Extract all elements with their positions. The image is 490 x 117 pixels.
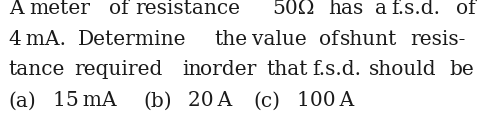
Text: Determine: Determine xyxy=(78,30,187,49)
Text: order: order xyxy=(200,60,256,79)
Text: meter: meter xyxy=(29,0,90,18)
Text: (b): (b) xyxy=(143,91,172,110)
Text: in: in xyxy=(182,60,201,79)
Text: that: that xyxy=(266,60,307,79)
Text: be: be xyxy=(449,60,474,79)
Text: resis-: resis- xyxy=(410,30,465,49)
Text: value: value xyxy=(252,30,307,49)
Text: f.s.d.: f.s.d. xyxy=(313,60,362,79)
Text: a: a xyxy=(375,0,387,18)
Text: (c): (c) xyxy=(254,91,281,110)
Text: tance: tance xyxy=(9,60,65,79)
Text: (a): (a) xyxy=(9,91,37,110)
Text: 4 mA.: 4 mA. xyxy=(9,30,66,49)
Text: 50Ω: 50Ω xyxy=(272,0,315,18)
Text: shunt: shunt xyxy=(340,30,397,49)
Text: f.s.d.: f.s.d. xyxy=(392,0,441,18)
Text: of: of xyxy=(109,0,128,18)
Text: of: of xyxy=(319,30,339,49)
Text: A: A xyxy=(9,0,24,18)
Text: resistance: resistance xyxy=(135,0,240,18)
Text: should: should xyxy=(369,60,437,79)
Text: 100 A: 100 A xyxy=(297,91,354,110)
Text: has: has xyxy=(328,0,363,18)
Text: 20 A: 20 A xyxy=(188,91,233,110)
Text: of: of xyxy=(456,0,475,18)
Text: the: the xyxy=(214,30,247,49)
Text: required: required xyxy=(74,60,163,79)
Text: 15 mA: 15 mA xyxy=(53,91,117,110)
